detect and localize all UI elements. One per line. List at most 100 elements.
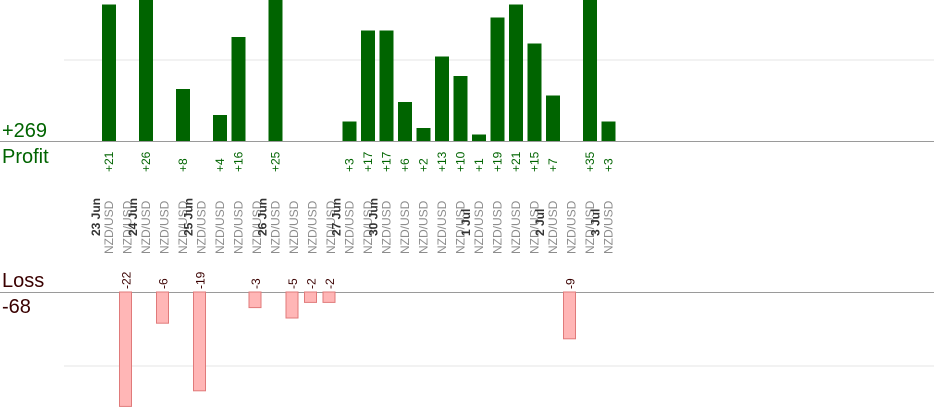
- loss-value-label: -5: [286, 278, 300, 289]
- profit-value-label: +26: [139, 151, 153, 172]
- profit-value-label: +25: [269, 151, 283, 172]
- symbol-label: NZD/USD: [583, 200, 597, 254]
- profit-bar: [213, 115, 227, 141]
- profit-bar: [361, 30, 375, 141]
- symbol-label: NZD/USD: [343, 200, 357, 254]
- symbol-label: NZD/USD: [491, 200, 505, 254]
- profit-bar: [435, 56, 449, 141]
- profit-value-label: +15: [528, 151, 542, 172]
- profit-value-label: +10: [454, 151, 468, 172]
- profit-value-label: +17: [380, 151, 394, 172]
- profit-bar: [231, 37, 246, 141]
- profit-bar: [509, 4, 523, 141]
- date-label: 24 Jun: [126, 198, 140, 236]
- profit-value-label: +4: [213, 158, 227, 172]
- symbol-label: NZD/USD: [528, 200, 542, 254]
- loss-bar: [156, 291, 169, 324]
- loss-total: -68: [2, 296, 31, 318]
- profit-bar: [176, 89, 190, 141]
- loss-value-label: -2: [323, 278, 337, 289]
- profit-value-label: +19: [491, 151, 505, 172]
- profit-bar: [416, 128, 431, 141]
- loss-bar: [119, 291, 132, 407]
- symbol-label: NZD/USD: [306, 200, 320, 254]
- loss-bar: [193, 291, 206, 392]
- profit-bar: [601, 121, 616, 141]
- symbol-label: NZD/USD: [472, 200, 486, 254]
- symbol-label: NZD/USD: [398, 200, 412, 254]
- symbol-label: NZD/USD: [213, 200, 227, 254]
- symbol-label: NZD/USD: [435, 200, 449, 254]
- symbol-label: NZD/USD: [195, 200, 209, 254]
- symbol-label: NZD/USD: [324, 200, 338, 254]
- loss-value-label: -19: [194, 271, 208, 289]
- symbol-label: NZD/USD: [417, 200, 431, 254]
- profit-label: Profit: [2, 146, 49, 168]
- profit-value-label: +21: [102, 151, 116, 172]
- loss-value-label: -2: [305, 278, 319, 289]
- profit-bar: [102, 4, 116, 141]
- date-label: 23 Jun: [89, 198, 103, 236]
- date-label: 26 Jun: [256, 198, 270, 236]
- date-label: 1 Jul: [459, 209, 473, 236]
- profit-value-label: +16: [232, 151, 246, 172]
- profit-value-label: +35: [583, 151, 597, 172]
- profit-bar: [490, 17, 505, 141]
- symbol-label: NZD/USD: [139, 200, 153, 254]
- value-labels: +21 -22 +26 -6 +8 -19 +4 +16 -3 +25 -5 -2 -2 +3 +17 +17…: [102, 151, 616, 289]
- profit-bar: [342, 121, 357, 141]
- profit-bar: [398, 102, 412, 141]
- profit-bar: [527, 43, 542, 141]
- symbol-label: NZD/USD: [121, 200, 135, 254]
- symbol-label: NZD/USD: [565, 200, 579, 254]
- date-label: 2 Jul: [533, 209, 547, 236]
- symbol-label: NZD/USD: [269, 200, 283, 254]
- profit-bar: [472, 134, 486, 141]
- date-label: 3 Jul: [589, 209, 603, 236]
- symbol-label: NZD/USD: [232, 200, 246, 254]
- profit-total: +269: [2, 120, 47, 142]
- profit-value-label: +8: [176, 158, 190, 172]
- profit-bar: [379, 30, 394, 141]
- profit-bars: [102, 0, 616, 141]
- loss-bar: [322, 291, 336, 303]
- symbol-label: NZD/USD: [509, 200, 523, 254]
- symbol-label: NZD/USD: [546, 200, 560, 254]
- symbol-label: NZD/USD: [454, 200, 468, 254]
- loss-bar: [304, 291, 317, 303]
- loss-value-label: -9: [564, 278, 578, 289]
- date-label: 25 Jun: [182, 198, 196, 236]
- loss-label: Loss: [2, 270, 44, 292]
- profit-bar: [546, 95, 560, 141]
- symbol-label: NZD/USD: [158, 200, 172, 254]
- loss-bar: [248, 291, 262, 309]
- profit-value-label: +3: [602, 158, 616, 172]
- symbol-label: NZD/USD: [176, 200, 190, 254]
- symbol-label: NZD/USD: [602, 200, 616, 254]
- loss-bar: [563, 291, 576, 340]
- symbol-label: NZD/USD: [380, 200, 394, 254]
- loss-value-label: -3: [249, 278, 263, 289]
- loss-value-label: -22: [120, 271, 134, 289]
- profit-value-label: +21: [509, 151, 523, 172]
- loss-bars: [119, 291, 576, 407]
- symbol-label: NZD/USD: [361, 200, 375, 254]
- profit-value-label: +3: [343, 158, 357, 172]
- profit-value-label: +7: [546, 158, 560, 172]
- loss-value-label: -6: [157, 278, 171, 289]
- profit-bar: [583, 0, 597, 141]
- date-label: 27 Jun: [330, 198, 344, 236]
- loss-bar: [285, 291, 299, 319]
- profit-value-label: +17: [361, 151, 375, 172]
- profit-value-label: +1: [472, 158, 486, 172]
- profit-value-label: +13: [435, 151, 449, 172]
- profit-value-label: +2: [417, 158, 431, 172]
- profit-bar: [268, 0, 283, 141]
- symbol-label: NZD/USD: [102, 200, 116, 254]
- profit-bar: [139, 0, 153, 141]
- date-label: 30 Jun: [367, 198, 381, 236]
- profit-value-label: +6: [398, 158, 412, 172]
- profit-bar: [453, 76, 468, 141]
